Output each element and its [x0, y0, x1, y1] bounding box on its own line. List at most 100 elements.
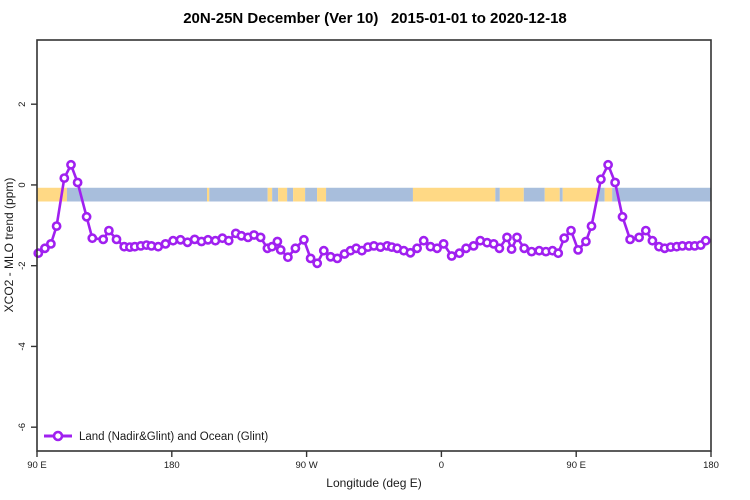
data-point	[305, 253, 316, 264]
map-segment-ocean	[495, 187, 500, 202]
data-point	[586, 221, 597, 231]
data-point	[59, 173, 70, 183]
data-point	[640, 225, 651, 236]
map-segment-land	[544, 187, 560, 202]
map-strip	[37, 187, 711, 202]
map-segment-ocean	[326, 187, 413, 202]
y-axis-tick-label: 0	[17, 182, 28, 187]
data-point	[446, 251, 457, 261]
y-axis: 2 0 -2 -4 -6	[17, 102, 37, 431]
x-axis-tick-label: 0	[439, 460, 444, 471]
x-axis-tick-label: 90 W	[296, 460, 318, 471]
y-axis-tick-label: -4	[17, 342, 28, 350]
data-point	[461, 243, 471, 254]
plot-border	[36, 39, 712, 452]
map-segment-ocean	[612, 187, 711, 202]
data-point	[502, 232, 512, 243]
data-point	[468, 240, 479, 251]
data-point	[617, 211, 628, 222]
map-segment-land	[317, 187, 327, 202]
data-point	[506, 244, 517, 254]
y-axis-title: XCO2 - MLO trend (ppm)	[2, 178, 16, 313]
x-axis: 90 E 180 90 W 0 90 E 180	[27, 451, 719, 471]
data-point	[573, 244, 583, 255]
data-point	[160, 238, 171, 249]
data-point	[519, 243, 530, 254]
data-point	[412, 243, 422, 254]
data-point	[603, 159, 613, 170]
y-axis-tick-label: -6	[17, 423, 28, 431]
data-point	[596, 174, 606, 185]
data-point	[298, 234, 309, 245]
map-segment-land	[604, 187, 613, 202]
data-point	[318, 245, 329, 256]
x-axis-tick-label: 90 E	[566, 460, 586, 471]
data-point	[494, 243, 505, 254]
x-axis-tick-label: 180	[164, 460, 180, 471]
data-point	[610, 177, 620, 188]
data-point	[72, 177, 83, 188]
data-point	[255, 232, 266, 243]
legend-label: Land (Nadir&Glint) and Ocean (Glint)	[79, 431, 268, 443]
data-point	[66, 159, 76, 170]
x-axis-title: Longitude (deg E)	[326, 476, 421, 490]
data-point	[111, 234, 122, 245]
map-segment-ocean	[597, 187, 605, 202]
map-segment-land	[37, 187, 67, 202]
y-axis-tick-label: 2	[17, 102, 28, 107]
map-segment-land	[293, 187, 306, 202]
series-group	[33, 159, 711, 269]
data-point	[438, 238, 449, 249]
data-point	[275, 244, 286, 255]
map-segment-land	[278, 187, 288, 202]
data-point	[581, 236, 591, 247]
data-point	[625, 234, 635, 245]
data-point	[634, 232, 644, 243]
data-point	[87, 233, 98, 244]
map-segment-ocean	[66, 187, 207, 202]
chart-title: 20N-25N December (Ver 10) 2015-01-01 to …	[183, 10, 567, 27]
data-point	[51, 221, 62, 231]
data-point	[223, 235, 234, 246]
data-point	[647, 235, 658, 246]
map-segment-land	[562, 187, 598, 202]
data-point	[432, 243, 442, 254]
x-axis-tick-label: 180	[703, 460, 719, 471]
data-point	[700, 235, 711, 246]
map-segment-ocean	[523, 187, 545, 202]
legend-marker-icon	[44, 430, 72, 442]
data-point	[559, 233, 570, 244]
data-point	[104, 225, 114, 236]
map-segment-ocean	[287, 187, 294, 202]
data-point	[418, 235, 429, 246]
map-segment-ocean	[272, 187, 279, 202]
data-point	[566, 225, 576, 236]
data-point	[40, 243, 50, 254]
map-segment-ocean	[305, 187, 318, 202]
map-segment-land	[412, 187, 496, 202]
map-segment-ocean	[559, 187, 563, 202]
y-axis-tick-label: -2	[17, 261, 28, 269]
data-point	[98, 234, 109, 245]
data-point	[272, 236, 283, 247]
map-segment-ocean	[209, 187, 268, 202]
data-point	[553, 248, 564, 259]
map-segment-land	[267, 187, 273, 202]
data-point	[454, 248, 465, 259]
data-point	[168, 235, 178, 246]
data-point	[81, 211, 92, 222]
map-segment-land	[206, 187, 210, 202]
data-point	[332, 253, 343, 264]
data-point	[282, 252, 293, 263]
data-point	[203, 234, 213, 245]
legend: Land (Nadir&Glint) and Ocean (Glint)	[44, 430, 268, 443]
data-point	[290, 243, 301, 254]
data-point	[267, 241, 277, 252]
data-point	[512, 232, 522, 243]
data-point	[312, 258, 323, 269]
map-segment-land	[499, 187, 524, 202]
data-point	[526, 246, 537, 257]
data-point	[405, 247, 416, 258]
